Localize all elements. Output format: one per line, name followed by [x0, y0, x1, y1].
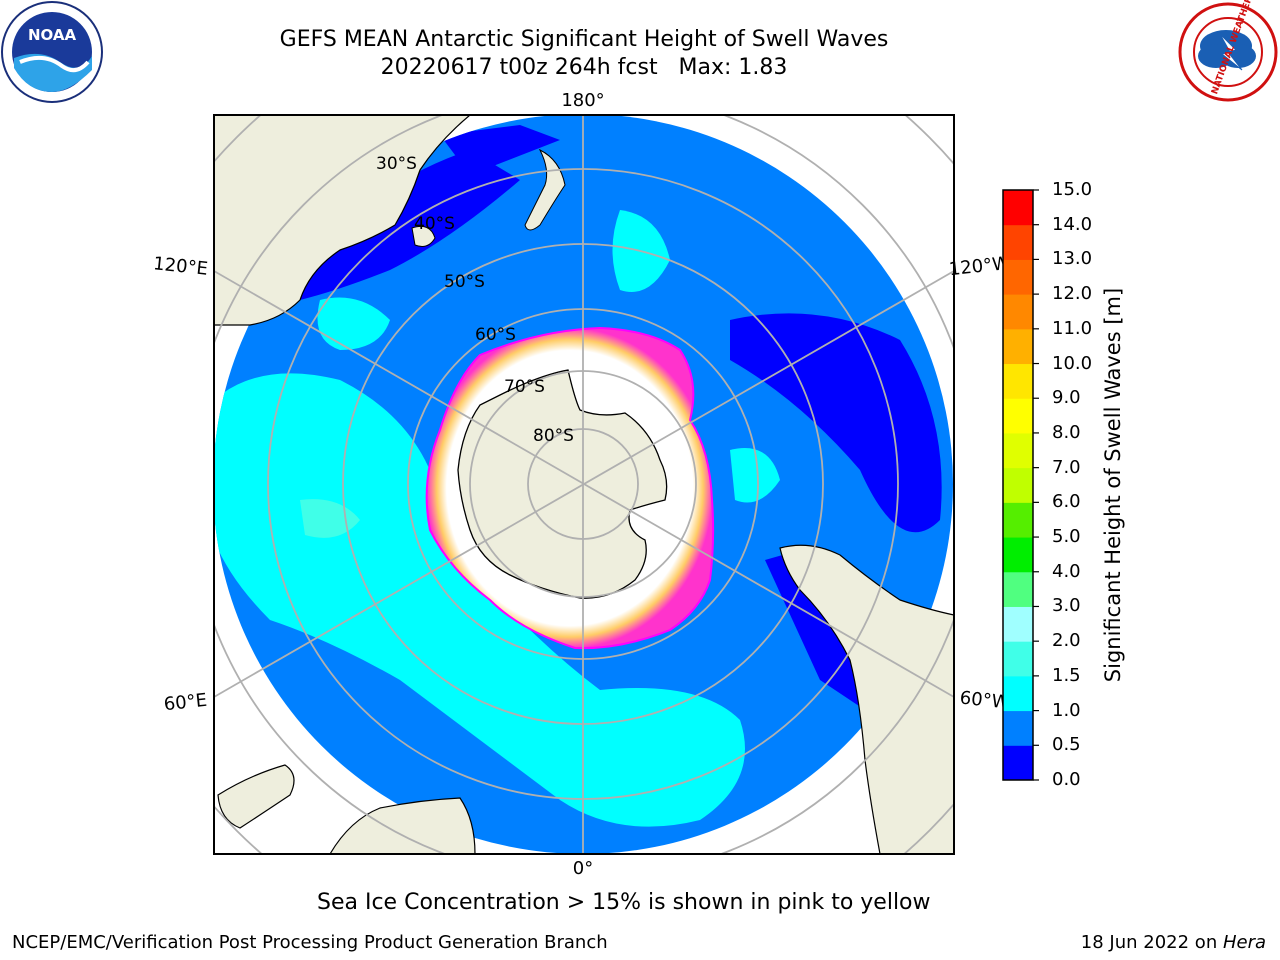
colorbar-segment [1003, 398, 1033, 434]
australia-landmass [214, 115, 471, 326]
colorbar-tick-label: 11.0 [1052, 317, 1093, 339]
footer-credit: NCEP/EMC/Verification Post Processing Pr… [12, 932, 608, 953]
colorbar [1002, 189, 1039, 781]
chart-title-line1: GEFS MEAN Antarctic Significant Height o… [279, 27, 889, 52]
colorbar-tick-label: 0.0 [1052, 769, 1081, 790]
colorbar-segment [1003, 190, 1033, 226]
colorbar-segment [1003, 328, 1033, 365]
colorbar-frame [1002, 189, 1034, 781]
colorbar-segment [1003, 432, 1033, 469]
colorbar-tick-label: 2.0 [1052, 630, 1081, 652]
lat-label-40s: 40°S [414, 214, 455, 234]
colorbar-segment [1003, 606, 1033, 642]
low-swell-region [440, 125, 560, 175]
colorbar-tick-label: 1.0 [1052, 699, 1081, 721]
tasmania-landmass [411, 225, 436, 247]
footer-host: Hera [1222, 932, 1266, 953]
colorbar-tick-label: 3.0 [1052, 595, 1081, 617]
colorbar-segment [1003, 641, 1033, 677]
colorbar-segment [1003, 745, 1033, 781]
sea-ice-caption: Sea Ice Concentration > 15% is shown in … [317, 890, 931, 915]
lat-label-60s: 60°S [475, 325, 516, 345]
lon-label-120w: 120°W [948, 253, 1011, 280]
colorbar-segment [1003, 224, 1033, 260]
meridian-lines [214, 115, 954, 854]
footer-date-text: 18 Jun 2022 on [1080, 932, 1223, 953]
colorbar-tick-label: 1.5 [1052, 664, 1081, 686]
africa-landmass [329, 797, 476, 854]
low-swell-region [300, 150, 520, 300]
map-frame [213, 114, 955, 855]
lon-label-180: 180° [561, 90, 604, 111]
colorbar-segment [1003, 571, 1033, 607]
colorbar-tick-label: 4.0 [1052, 560, 1081, 582]
noaa-logo-text: NOAA [28, 26, 77, 44]
colorbar-label: Significant Height of Swell Waves [m] [1101, 287, 1125, 683]
moderate-swell-region [730, 448, 780, 503]
lat-label-70s: 70°S [504, 377, 545, 397]
colorbar-segment [1003, 675, 1033, 712]
colorbar-segment [1003, 502, 1033, 538]
noaa-logo-icon: NOAA [1, 1, 103, 103]
lon-label-120e: 120°E [152, 253, 209, 280]
lon-label-0: 0° [573, 858, 593, 879]
low-swell-region [765, 550, 880, 720]
moderate-swell-region [317, 297, 390, 350]
moderate-swell-region [214, 373, 745, 827]
colorbar-tick-label: 7.0 [1052, 456, 1081, 478]
colorbar-segment [1003, 710, 1033, 746]
colorbar-tick-label: 14.0 [1052, 213, 1093, 235]
madagascar-landmass [217, 764, 295, 829]
colorbar-segment [1003, 467, 1033, 503]
lat-label-50s: 50°S [444, 272, 485, 292]
colorbar-tick-label: 8.0 [1052, 421, 1081, 443]
colorbar-tick-label: 9.0 [1052, 387, 1081, 409]
colorbar-segment [1003, 294, 1033, 330]
colorbar-segment [1003, 259, 1033, 295]
low-swell-region [730, 313, 942, 533]
colorbar-tick-label: 12.0 [1052, 283, 1093, 305]
colorbar-tick-label: 6.0 [1052, 491, 1081, 513]
chart-title-line2: 20220617 t00z 264h fcst Max: 1.83 [380, 55, 788, 80]
lat-label-30s: 30°S [376, 154, 417, 174]
nws-logo-icon: NATIONAL WEATHER SERVICE [1178, 0, 1278, 102]
lat-label-80s: 80°S [533, 426, 574, 446]
colorbar-tick-label: 13.0 [1052, 248, 1093, 270]
colorbar-segment [1003, 363, 1033, 399]
colorbar-tick-label: 15.0 [1052, 179, 1093, 200]
lon-label-60w: 60°W [959, 687, 1011, 713]
lon-label-60e: 60°E [163, 690, 208, 715]
antarctica-landmass [457, 369, 668, 599]
colorbar-tick-label: 10.0 [1052, 352, 1093, 374]
footer-date: 18 Jun 2022 on Hera [1081, 932, 1266, 953]
south-america-landmass [779, 544, 954, 854]
colorbar-tick-label: 5.0 [1052, 526, 1081, 548]
colorbar-segment [1003, 537, 1033, 573]
colorbar-tick-label: 0.5 [1052, 734, 1081, 756]
